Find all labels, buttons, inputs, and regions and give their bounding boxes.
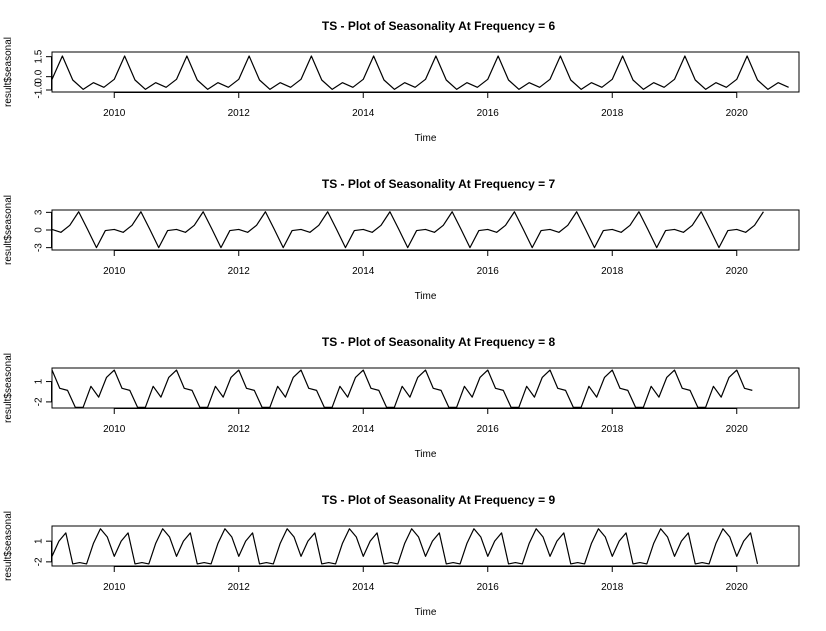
x-tick-label: 2012 <box>228 424 251 435</box>
x-tick-label: 2012 <box>228 108 251 119</box>
y-tick-label: -1.0 <box>34 81 45 99</box>
x-tick-label: 2012 <box>228 582 251 593</box>
chart-title: TS - Plot of Seasonality At Frequency = … <box>322 335 556 349</box>
x-tick-label: 2016 <box>477 266 500 277</box>
x-axis-title: Time <box>415 133 437 144</box>
chart-panel-4: TS - Plot of Seasonality At Frequency = … <box>3 493 800 618</box>
x-tick-label: 2020 <box>726 108 749 119</box>
plot-frame <box>51 525 800 567</box>
x-tick-label: 2010 <box>103 266 126 277</box>
chart-title: TS - Plot of Seasonality At Frequency = … <box>322 493 556 507</box>
x-tick-label: 2020 <box>726 424 749 435</box>
x-tick-label: 2020 <box>726 582 749 593</box>
x-tick-label: 2016 <box>477 108 500 119</box>
x-tick-label: 2018 <box>601 424 624 435</box>
chart-title: TS - Plot of Seasonality At Frequency = … <box>322 177 556 191</box>
x-tick-label: 2014 <box>352 582 375 593</box>
x-tick-label: 2018 <box>601 108 624 119</box>
x-tick-label: 2012 <box>228 266 251 277</box>
x-axis-title: Time <box>415 449 437 460</box>
y-axis-title: result$seasonal <box>3 37 14 107</box>
x-tick-label: 2014 <box>352 424 375 435</box>
x-tick-label: 2018 <box>601 266 624 277</box>
chart-panel-2: TS - Plot of Seasonality At Frequency = … <box>3 177 800 302</box>
x-tick-label: 2014 <box>352 108 375 119</box>
x-axis-title: Time <box>415 607 437 618</box>
y-tick-label: 1.5 <box>34 49 45 63</box>
y-tick-label: 0.0 <box>34 69 45 83</box>
x-tick-label: 2014 <box>352 266 375 277</box>
x-tick-label: 2010 <box>103 424 126 435</box>
x-tick-label: 2010 <box>103 108 126 119</box>
y-tick-label: 1 <box>34 538 45 544</box>
x-axis-title: Time <box>415 291 437 302</box>
seasonal-series-line <box>51 211 764 249</box>
seasonal-series-line <box>51 55 789 90</box>
y-tick-label: 3 <box>34 209 45 215</box>
seasonal-series-line <box>51 528 759 565</box>
chart-title: TS - Plot of Seasonality At Frequency = … <box>322 19 556 33</box>
chart-panel-3: TS - Plot of Seasonality At Frequency = … <box>3 335 800 460</box>
y-tick-label: 1 <box>34 378 45 384</box>
x-tick-label: 2018 <box>601 582 624 593</box>
y-tick-label: -2 <box>34 557 45 566</box>
chart-panel-1: TS - Plot of Seasonality At Frequency = … <box>3 19 800 144</box>
y-axis-title: result$seasonal <box>3 511 14 581</box>
x-tick-label: 2016 <box>477 424 500 435</box>
y-axis-title: result$seasonal <box>3 195 14 265</box>
x-tick-label: 2010 <box>103 582 126 593</box>
seasonal-series-line <box>51 369 753 408</box>
y-tick-label: -2 <box>34 397 45 406</box>
y-axis-title: result$seasonal <box>3 353 14 423</box>
x-tick-label: 2020 <box>726 266 749 277</box>
x-tick-label: 2016 <box>477 582 500 593</box>
y-tick-label: -3 <box>34 243 45 252</box>
y-tick-label: 0 <box>34 227 45 233</box>
